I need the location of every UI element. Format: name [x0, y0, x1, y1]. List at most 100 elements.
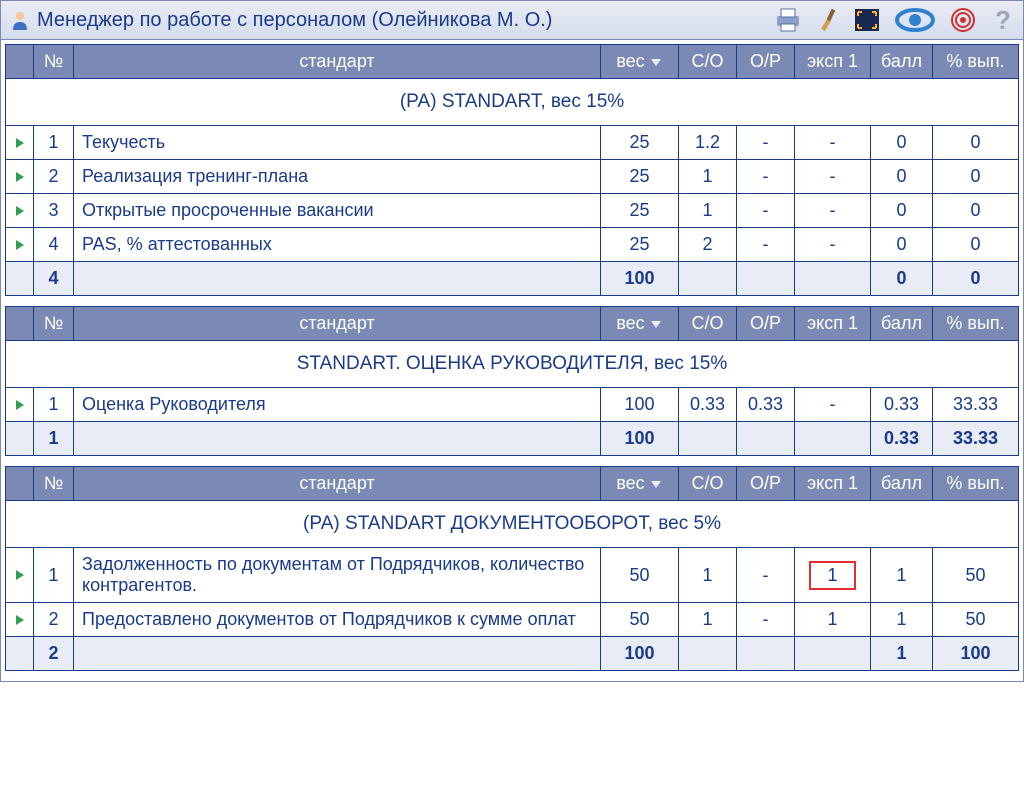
cell-expand-empty	[6, 422, 34, 456]
group-title: (РА) STANDART ДОКУМЕНТООБОРОТ, вес 5%	[6, 501, 1019, 548]
table-row: 3Открытые просроченные вакансии251--00	[6, 194, 1019, 228]
expand-button[interactable]	[6, 388, 34, 422]
total-row: 21001100	[6, 637, 1019, 671]
cell-weight: 100	[601, 388, 679, 422]
cell-vyp: 0	[933, 228, 1019, 262]
col-or[interactable]: О/Р	[737, 467, 795, 501]
print-icon[interactable]	[773, 7, 803, 33]
cell-co: 1	[679, 548, 737, 603]
total-weight: 100	[601, 262, 679, 296]
cell-standard: Текучесть	[74, 126, 601, 160]
cell-co: 0.33	[679, 388, 737, 422]
cell-vyp: 0	[933, 126, 1019, 160]
col-expand	[6, 467, 34, 501]
col-weight[interactable]: вес	[601, 307, 679, 341]
cell-number: 2	[34, 160, 74, 194]
expand-button[interactable]	[6, 603, 34, 637]
cell-ball: 0	[871, 228, 933, 262]
total-co	[679, 262, 737, 296]
col-weight[interactable]: вес	[601, 45, 679, 79]
total-count: 4	[34, 262, 74, 296]
cell-exp1: 1	[795, 603, 871, 637]
cell-weight: 25	[601, 228, 679, 262]
cell-exp1: -	[795, 126, 871, 160]
target-icon[interactable]	[949, 7, 977, 33]
table-row: 2Предоставлено документов от Подрядчиков…	[6, 603, 1019, 637]
total-row: 11000.3333.33	[6, 422, 1019, 456]
col-vyp[interactable]: % вып.	[933, 307, 1019, 341]
cell-co: 1.2	[679, 126, 737, 160]
cell-vyp: 0	[933, 160, 1019, 194]
total-exp1	[795, 637, 871, 671]
total-count: 2	[34, 637, 74, 671]
col-standard[interactable]: стандарт	[74, 45, 601, 79]
total-ball: 0.33	[871, 422, 933, 456]
cell-co: 1	[679, 194, 737, 228]
total-weight: 100	[601, 422, 679, 456]
expand-button[interactable]	[6, 228, 34, 262]
table-row: 4PAS, % аттестованных252--00	[6, 228, 1019, 262]
fullscreen-icon[interactable]	[853, 7, 881, 33]
total-row: 4 100 00	[6, 262, 1019, 296]
total-vyp: 33.33	[933, 422, 1019, 456]
cell-ball: 1	[871, 603, 933, 637]
cell-standard: Предоставлено документов от Подрядчиков …	[74, 603, 601, 637]
col-co[interactable]: С/О	[679, 307, 737, 341]
cell-or: -	[737, 603, 795, 637]
col-co[interactable]: С/О	[679, 467, 737, 501]
col-number[interactable]: №	[34, 467, 74, 501]
col-or[interactable]: О/Р	[737, 307, 795, 341]
cell-weight: 25	[601, 126, 679, 160]
expand-button[interactable]	[6, 194, 34, 228]
help-icon[interactable]: ?	[991, 7, 1013, 33]
cell-ball: 0	[871, 194, 933, 228]
cell-number: 1	[34, 388, 74, 422]
cell-expand-empty	[6, 262, 34, 296]
expand-button[interactable]	[6, 548, 34, 603]
cell-vyp: 33.33	[933, 388, 1019, 422]
col-exp1[interactable]: эксп 1	[795, 307, 871, 341]
cell-standard: Задолженность по документам от Подрядчик…	[74, 548, 601, 603]
col-exp1[interactable]: эксп 1	[795, 467, 871, 501]
total-ball: 0	[871, 262, 933, 296]
col-ball[interactable]: балл	[871, 307, 933, 341]
cell-or: -	[737, 228, 795, 262]
col-standard[interactable]: стандарт	[74, 467, 601, 501]
total-exp1	[795, 262, 871, 296]
col-ball[interactable]: балл	[871, 467, 933, 501]
col-expand	[6, 307, 34, 341]
cell-exp1: -	[795, 194, 871, 228]
col-weight[interactable]: вес	[601, 467, 679, 501]
window-title: Менеджер по работе с персоналом (Олейник…	[37, 9, 552, 32]
brush-icon[interactable]	[817, 7, 839, 33]
table-row: 2Реализация тренинг-плана251--00	[6, 160, 1019, 194]
cell-weight: 25	[601, 160, 679, 194]
total-or	[737, 422, 795, 456]
cell-ball: 0	[871, 126, 933, 160]
col-number[interactable]: №	[34, 307, 74, 341]
cell-co: 1	[679, 160, 737, 194]
cell-or: -	[737, 548, 795, 603]
col-number[interactable]: №	[34, 45, 74, 79]
standards-table: №стандартвесС/ОО/Рэксп 1балл% вып.(РА) S…	[5, 466, 1019, 671]
col-exp1[interactable]: эксп 1	[795, 45, 871, 79]
total-or	[737, 637, 795, 671]
standards-table: №стандартвесС/ОО/Рэксп 1балл% вып.(РА) S…	[5, 44, 1019, 296]
col-co[interactable]: С/О	[679, 45, 737, 79]
col-standard[interactable]: стандарт	[74, 307, 601, 341]
col-vyp[interactable]: % вып.	[933, 45, 1019, 79]
col-ball[interactable]: балл	[871, 45, 933, 79]
total-vyp: 0	[933, 262, 1019, 296]
total-exp1	[795, 422, 871, 456]
total-vyp: 100	[933, 637, 1019, 671]
eye-icon[interactable]	[895, 7, 935, 33]
cell-or: -	[737, 194, 795, 228]
expand-button[interactable]	[6, 126, 34, 160]
cell-number: 2	[34, 603, 74, 637]
expand-button[interactable]	[6, 160, 34, 194]
total-std-empty	[74, 262, 601, 296]
cell-co: 1	[679, 603, 737, 637]
cell-or: -	[737, 160, 795, 194]
col-or[interactable]: О/Р	[737, 45, 795, 79]
col-vyp[interactable]: % вып.	[933, 467, 1019, 501]
